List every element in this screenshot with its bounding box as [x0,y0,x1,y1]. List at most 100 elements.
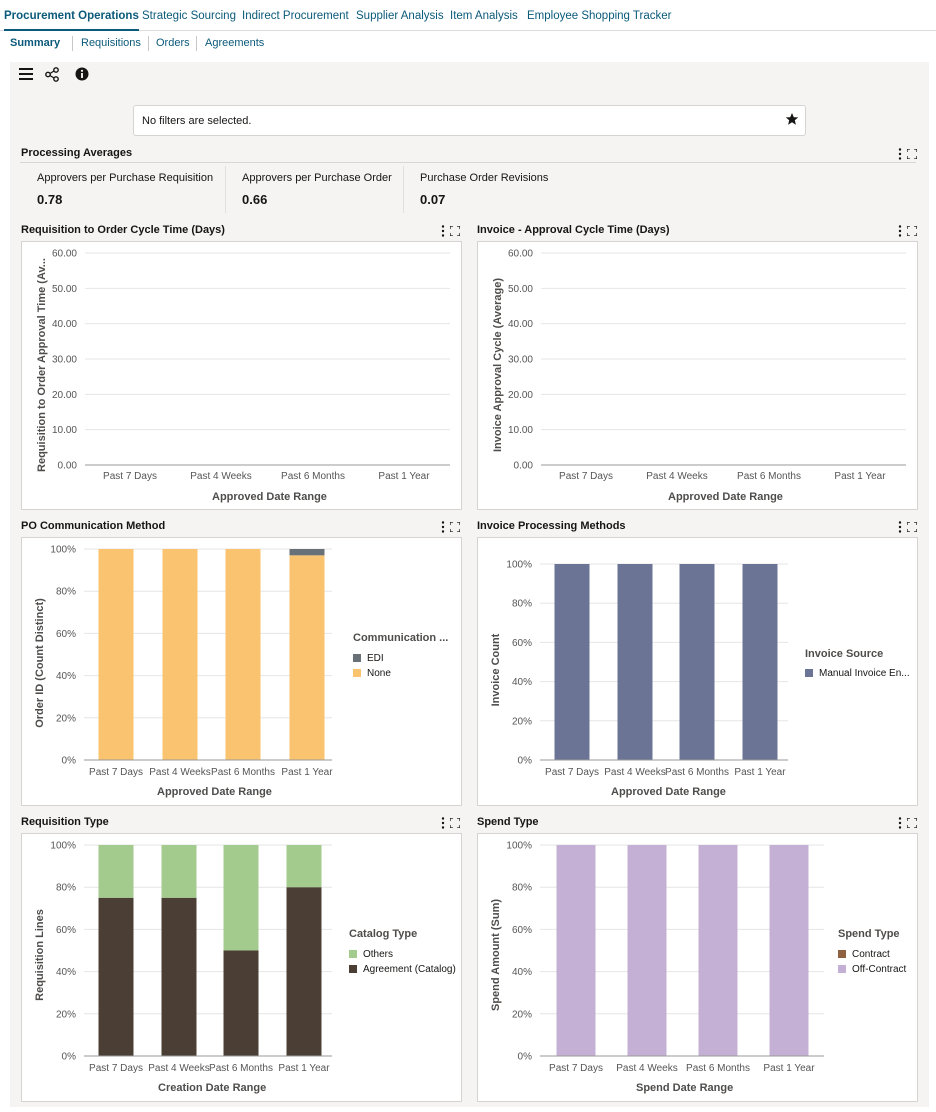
kpi-separator [225,166,226,213]
bar-segment [769,845,809,1056]
bar-segment [617,564,653,760]
tab-indirect-procurement[interactable]: Indirect Procurement [242,10,349,22]
kpi-separator [403,166,404,213]
subtab-agreements[interactable]: Agreements [205,37,265,49]
inv-cycle-title: Invoice - Approval Cycle Time (Days) [477,224,670,236]
y-tick-label: 0.00 [514,461,534,472]
legend-title: Spend Type [838,928,900,940]
req-type-chart: 0% 20% 40% 60% 80% 100% Past 7 Days Past 4 Week… [50,841,332,1074]
x-tick-label: Past 7 Days [545,767,599,778]
bar-segment [289,555,325,760]
bar-segment [742,564,778,760]
expand-icon[interactable] [907,226,917,236]
spend-type-chart: 0% 20% 40% 60% 80% 100% Past 7 Days Past 4 Week… [506,841,824,1074]
processing-averages-title: Processing Averages [21,147,133,159]
legend-swatch [838,965,846,973]
bar-segment [98,549,134,760]
expand-icon[interactable] [450,818,460,828]
y-tick-label: 40% [56,671,76,682]
processing-averages-actions [897,148,921,160]
y-tick-label: 80% [56,587,76,598]
kebab-menu-icon[interactable] [897,225,903,237]
y-tick-label: 10.00 [52,425,77,436]
legend-label: Contract [852,949,890,960]
y-tick-label: 100% [506,560,532,571]
kebab-menu-icon[interactable] [440,521,446,533]
bar-segment [679,564,715,760]
star-icon[interactable] [785,112,799,126]
legend-swatch [349,965,357,973]
subtab-requisitions[interactable]: Requisitions [81,37,141,49]
menu-icon[interactable] [18,66,34,82]
expand-icon[interactable] [450,522,460,532]
legend-label: Off-Contract [852,964,907,975]
req-cycle-title: Requisition to Order Cycle Time (Days) [21,224,225,236]
x-tick-label: Past 4 Weeks [646,471,708,482]
subtab-separator [148,36,149,51]
y-tick-label: 10.00 [508,425,533,436]
share-icon[interactable] [44,66,60,82]
subtab-orders[interactable]: Orders [156,37,190,49]
tab-employee-shopping-tracker[interactable]: Employee Shopping Tracker [527,10,672,22]
bar-segment [286,887,322,1056]
legend-title: Catalog Type [349,928,418,940]
req-cycle-chart: 0.00 10.00 20.00 30.00 40.00 50.00 60.00 Past 7… [52,249,450,482]
filter-bar[interactable]: No filters are selected. [133,105,806,136]
bar-segment [162,549,198,760]
y-tick-label: 0% [62,1052,77,1063]
x-tick-label: Past 4 Weeks [190,471,252,482]
inv-proc-actions [897,521,921,533]
y-tick-label: 20.00 [52,390,77,401]
y-tick-label: 0% [518,1052,533,1063]
kebab-menu-icon[interactable] [440,817,446,829]
y-tick-label: 20% [512,1009,532,1020]
spend-type-title: Spend Type [477,816,539,828]
spend-type-panel: Spend Amount (Sum) 0% 20% 40% 60% 80% 100% Pas… [477,833,918,1102]
inv-proc-chart: 0% 20% 40% 60% 80% 100% Past 7 Days Past 4 Week… [506,560,788,778]
y-tick-label: 40% [512,677,532,688]
tab-strategic-sourcing[interactable]: Strategic Sourcing [142,10,236,22]
y-tick-label: 80% [512,883,532,894]
y-tick-label: 20.00 [508,390,533,401]
kebab-menu-icon[interactable] [440,225,446,237]
y-tick-label: 100% [506,841,532,852]
bar-segment [223,950,259,1056]
y-tick-label: 0% [518,756,533,767]
expand-icon[interactable] [450,226,460,236]
tab-supplier-analysis[interactable]: Supplier Analysis [356,10,444,22]
kebab-menu-icon[interactable] [897,817,903,829]
po-comm-title: PO Communication Method [21,520,166,532]
po-comm-chart: 0% 20% 40% 60% 80% 100% Past 7 Days Past 4 Week… [50,545,333,779]
y-tick-label: 20% [56,1009,76,1020]
bar-segment [223,845,259,951]
expand-icon[interactable] [907,522,917,532]
kpi-value: 0.78 [37,192,63,207]
legend-item: Others [349,949,393,960]
info-icon[interactable] [74,66,90,82]
tab-procurement-operations[interactable]: Procurement Operations [4,0,139,31]
y-tick-label: 0.00 [58,461,78,472]
legend-title: Communication ... [353,632,449,644]
kebab-menu-icon[interactable] [897,521,903,533]
expand-icon[interactable] [907,818,917,828]
inv-cycle-chart: 0.00 10.00 20.00 30.00 40.00 50.00 60.00 Past 7… [508,249,906,482]
kebab-menu-icon[interactable] [897,148,903,160]
kpi-value: 0.66 [242,192,268,207]
x-tick-label: Past 6 Months [211,767,275,778]
subtab-separator [72,36,73,51]
tab-item-analysis[interactable]: Item Analysis [450,10,518,22]
y-tick-label: 20% [56,713,76,724]
y-tick-label: 60% [512,638,532,649]
kpi-value: 0.07 [420,192,446,207]
bar-segment [225,549,261,760]
kpi-label: Approvers per Purchase Order [242,172,392,184]
x-tick-label: Past 1 Year [378,471,430,482]
legend-swatch [349,950,357,958]
x-tick-label: Past 6 Months [665,767,729,778]
expand-icon[interactable] [907,149,917,159]
legend-label: Manual Invoice En... [819,668,910,679]
subtab-summary[interactable]: Summary [10,37,61,49]
x-axis-title: Approved Date Range [157,786,272,798]
y-tick-label: 50.00 [508,284,533,295]
legend-swatch [353,654,361,662]
